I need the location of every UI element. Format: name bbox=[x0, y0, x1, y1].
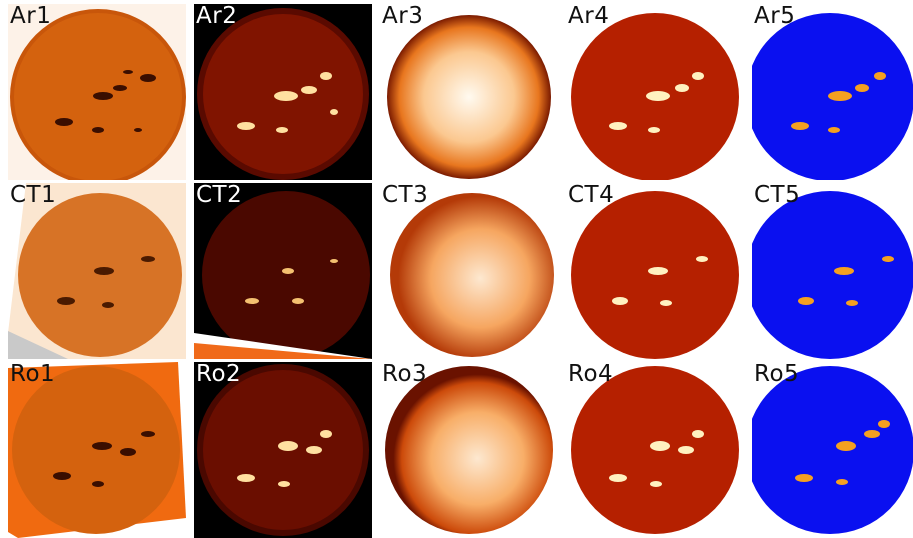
panel-label: CT2 bbox=[196, 183, 243, 208]
solar-disk-image bbox=[752, 362, 913, 538]
panel-ro5: Ro5 bbox=[752, 362, 913, 538]
panel-ct1: CT1 bbox=[8, 183, 186, 359]
solar-disk-image bbox=[8, 362, 186, 538]
panel-label: Ro4 bbox=[568, 362, 614, 387]
panel-label: Ar5 bbox=[754, 4, 796, 29]
panel-label: CT3 bbox=[382, 183, 429, 208]
panel-ar5: Ar5 bbox=[752, 4, 913, 180]
panel-label: Ar1 bbox=[10, 4, 52, 29]
panel-ro1: Ro1 bbox=[8, 362, 186, 538]
panel-ar2: Ar2 bbox=[194, 4, 372, 180]
solar-disk-image bbox=[380, 362, 558, 538]
panel-ct2: CT2 bbox=[194, 183, 372, 359]
solar-disk-image bbox=[752, 4, 913, 180]
panel-ct4: CT4 bbox=[566, 183, 744, 359]
panel-label: Ro2 bbox=[196, 362, 242, 387]
solar-disk-image bbox=[752, 183, 913, 359]
solar-disk-image bbox=[194, 4, 372, 180]
panel-ct3: CT3 bbox=[380, 183, 558, 359]
solar-disk-image bbox=[566, 4, 744, 180]
solar-disk-image bbox=[380, 183, 558, 359]
solar-disk-image bbox=[8, 4, 186, 180]
panel-ro2: Ro2 bbox=[194, 362, 372, 538]
panel-ar3: Ar3 bbox=[380, 4, 558, 180]
solar-disk-image bbox=[194, 183, 372, 359]
panel-label: CT4 bbox=[568, 183, 615, 208]
panel-ar4: Ar4 bbox=[566, 4, 744, 180]
panel-ro4: Ro4 bbox=[566, 362, 744, 538]
panel-label: CT1 bbox=[10, 183, 57, 208]
solar-disk-image bbox=[380, 4, 558, 180]
panel-label: Ar4 bbox=[568, 4, 610, 29]
panel-ct5: CT5 bbox=[752, 183, 913, 359]
solar-disk-image bbox=[566, 183, 744, 359]
solar-disk-image bbox=[566, 362, 744, 538]
panel-label: Ro5 bbox=[754, 362, 800, 387]
panel-label: Ar3 bbox=[382, 4, 424, 29]
panel-ro3: Ro3 bbox=[380, 362, 558, 538]
panel-label: Ro1 bbox=[10, 362, 56, 387]
panel-label: Ro3 bbox=[382, 362, 428, 387]
solar-disk-image bbox=[8, 183, 186, 359]
panel-label: CT5 bbox=[754, 183, 801, 208]
solar-disk-image bbox=[194, 362, 372, 538]
panel-ar1: Ar1 bbox=[8, 4, 186, 180]
panel-label: Ar2 bbox=[196, 4, 238, 29]
